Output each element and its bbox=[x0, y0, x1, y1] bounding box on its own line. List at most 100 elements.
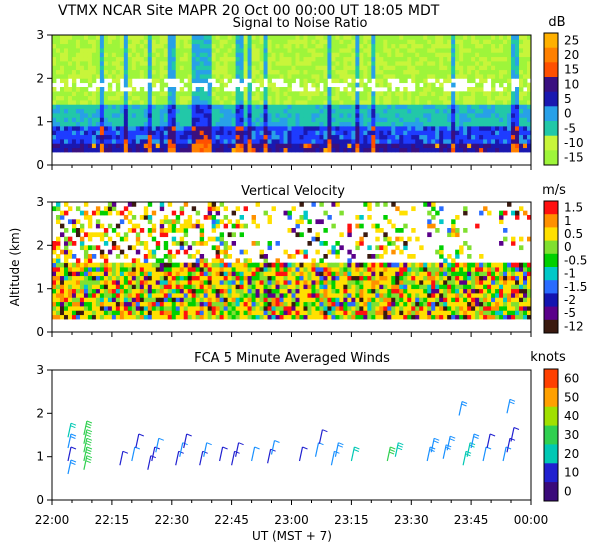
snr-cell bbox=[183, 69, 189, 75]
snr-cell bbox=[447, 143, 452, 149]
snr-cell bbox=[99, 130, 105, 136]
snr-cell bbox=[267, 130, 272, 136]
snr-cell bbox=[287, 35, 292, 40]
snr-cell bbox=[195, 95, 201, 101]
velocity-cell bbox=[219, 275, 225, 281]
velocity-cell bbox=[383, 245, 388, 251]
snr-cell bbox=[135, 121, 141, 127]
snr-cell bbox=[171, 61, 177, 66]
snr-cell bbox=[311, 91, 316, 97]
snr-cell bbox=[163, 39, 169, 45]
velocity-cell bbox=[351, 293, 356, 298]
snr-cell bbox=[379, 126, 384, 131]
snr-cell bbox=[471, 39, 476, 45]
snr-cell bbox=[91, 147, 97, 153]
snr-cell bbox=[331, 48, 336, 53]
snr-cell bbox=[319, 78, 324, 84]
snr-cell bbox=[387, 139, 392, 144]
snr-cell bbox=[175, 117, 181, 123]
snr-cell bbox=[75, 91, 81, 97]
snr-cell bbox=[503, 87, 508, 92]
snr-cell bbox=[79, 130, 85, 136]
snr-cell bbox=[263, 108, 268, 114]
snr-cell bbox=[307, 104, 312, 110]
velocity-cell bbox=[367, 293, 372, 298]
velocity-cell bbox=[383, 271, 388, 277]
velocity-cell bbox=[59, 210, 65, 216]
snr-cell bbox=[459, 48, 464, 53]
snr-cell bbox=[503, 56, 508, 62]
snr-cell bbox=[495, 104, 500, 110]
velocity-cell bbox=[339, 314, 344, 320]
velocity-cell bbox=[283, 310, 288, 316]
snr-cell bbox=[315, 130, 320, 136]
snr-cell bbox=[479, 134, 484, 140]
snr-cell bbox=[303, 108, 308, 114]
snr-cell bbox=[219, 134, 225, 140]
snr-cell bbox=[123, 48, 129, 53]
velocity-cell bbox=[179, 262, 185, 268]
snr-cell bbox=[303, 113, 308, 118]
velocity-cell bbox=[267, 271, 272, 277]
snr-cell bbox=[339, 134, 344, 140]
velocity-cell bbox=[451, 262, 456, 268]
velocity-cell bbox=[407, 280, 412, 285]
snr-cell bbox=[279, 52, 284, 58]
snr-cell bbox=[467, 95, 472, 101]
velocity-cell bbox=[287, 301, 292, 307]
velocity-cell bbox=[59, 306, 65, 311]
snr-cell bbox=[131, 113, 137, 118]
snr-cell bbox=[231, 69, 237, 75]
snr-cell bbox=[447, 35, 452, 40]
snr-cell bbox=[491, 113, 496, 118]
snr-cell bbox=[283, 74, 288, 79]
velocity-cell bbox=[211, 202, 217, 207]
snr-cell bbox=[243, 100, 248, 105]
snr-cell bbox=[103, 35, 109, 40]
snr-cell bbox=[331, 74, 336, 79]
snr-cell bbox=[219, 147, 225, 153]
snr-cell bbox=[259, 56, 264, 62]
velocity-cell bbox=[355, 215, 360, 220]
snr-cell bbox=[431, 82, 436, 88]
velocity-cell bbox=[311, 258, 316, 264]
velocity-cell bbox=[403, 310, 408, 316]
snr-cell bbox=[403, 113, 408, 118]
snr-cell bbox=[52, 61, 57, 66]
velocity-cell bbox=[363, 271, 368, 277]
velocity-cell bbox=[323, 288, 328, 294]
snr-cell bbox=[383, 126, 388, 131]
snr-cell bbox=[463, 117, 468, 123]
snr-cell bbox=[447, 117, 452, 123]
velocity-cell bbox=[159, 206, 165, 212]
snr-cell bbox=[483, 147, 488, 153]
velocity-cell bbox=[67, 293, 73, 298]
snr-cell bbox=[271, 113, 276, 118]
snr-cell bbox=[479, 78, 484, 84]
velocity-cell bbox=[131, 223, 137, 229]
snr-cell bbox=[479, 95, 484, 101]
snr-cell bbox=[331, 61, 336, 66]
velocity-cell bbox=[367, 288, 372, 294]
snr-cell bbox=[323, 113, 328, 118]
snr-cell bbox=[323, 43, 328, 49]
snr-cell bbox=[175, 108, 181, 114]
snr-cell bbox=[127, 48, 133, 53]
snr-cell bbox=[375, 139, 380, 144]
snr-cell bbox=[391, 143, 396, 149]
snr-cell bbox=[331, 134, 336, 140]
velocity-cell bbox=[207, 215, 213, 220]
snr-cell bbox=[75, 65, 81, 71]
snr-cell bbox=[403, 35, 408, 40]
snr-cell bbox=[95, 134, 101, 140]
velocity-cell bbox=[211, 245, 217, 251]
velocity-cell bbox=[263, 288, 268, 294]
snr-cell bbox=[247, 95, 252, 101]
snr-cell bbox=[315, 139, 320, 144]
snr-cell bbox=[87, 35, 93, 40]
snr-cell bbox=[463, 61, 468, 66]
snr-cell bbox=[499, 52, 504, 58]
snr-cell bbox=[379, 78, 384, 84]
velocity-cell bbox=[215, 262, 221, 268]
snr-cell bbox=[411, 95, 416, 101]
